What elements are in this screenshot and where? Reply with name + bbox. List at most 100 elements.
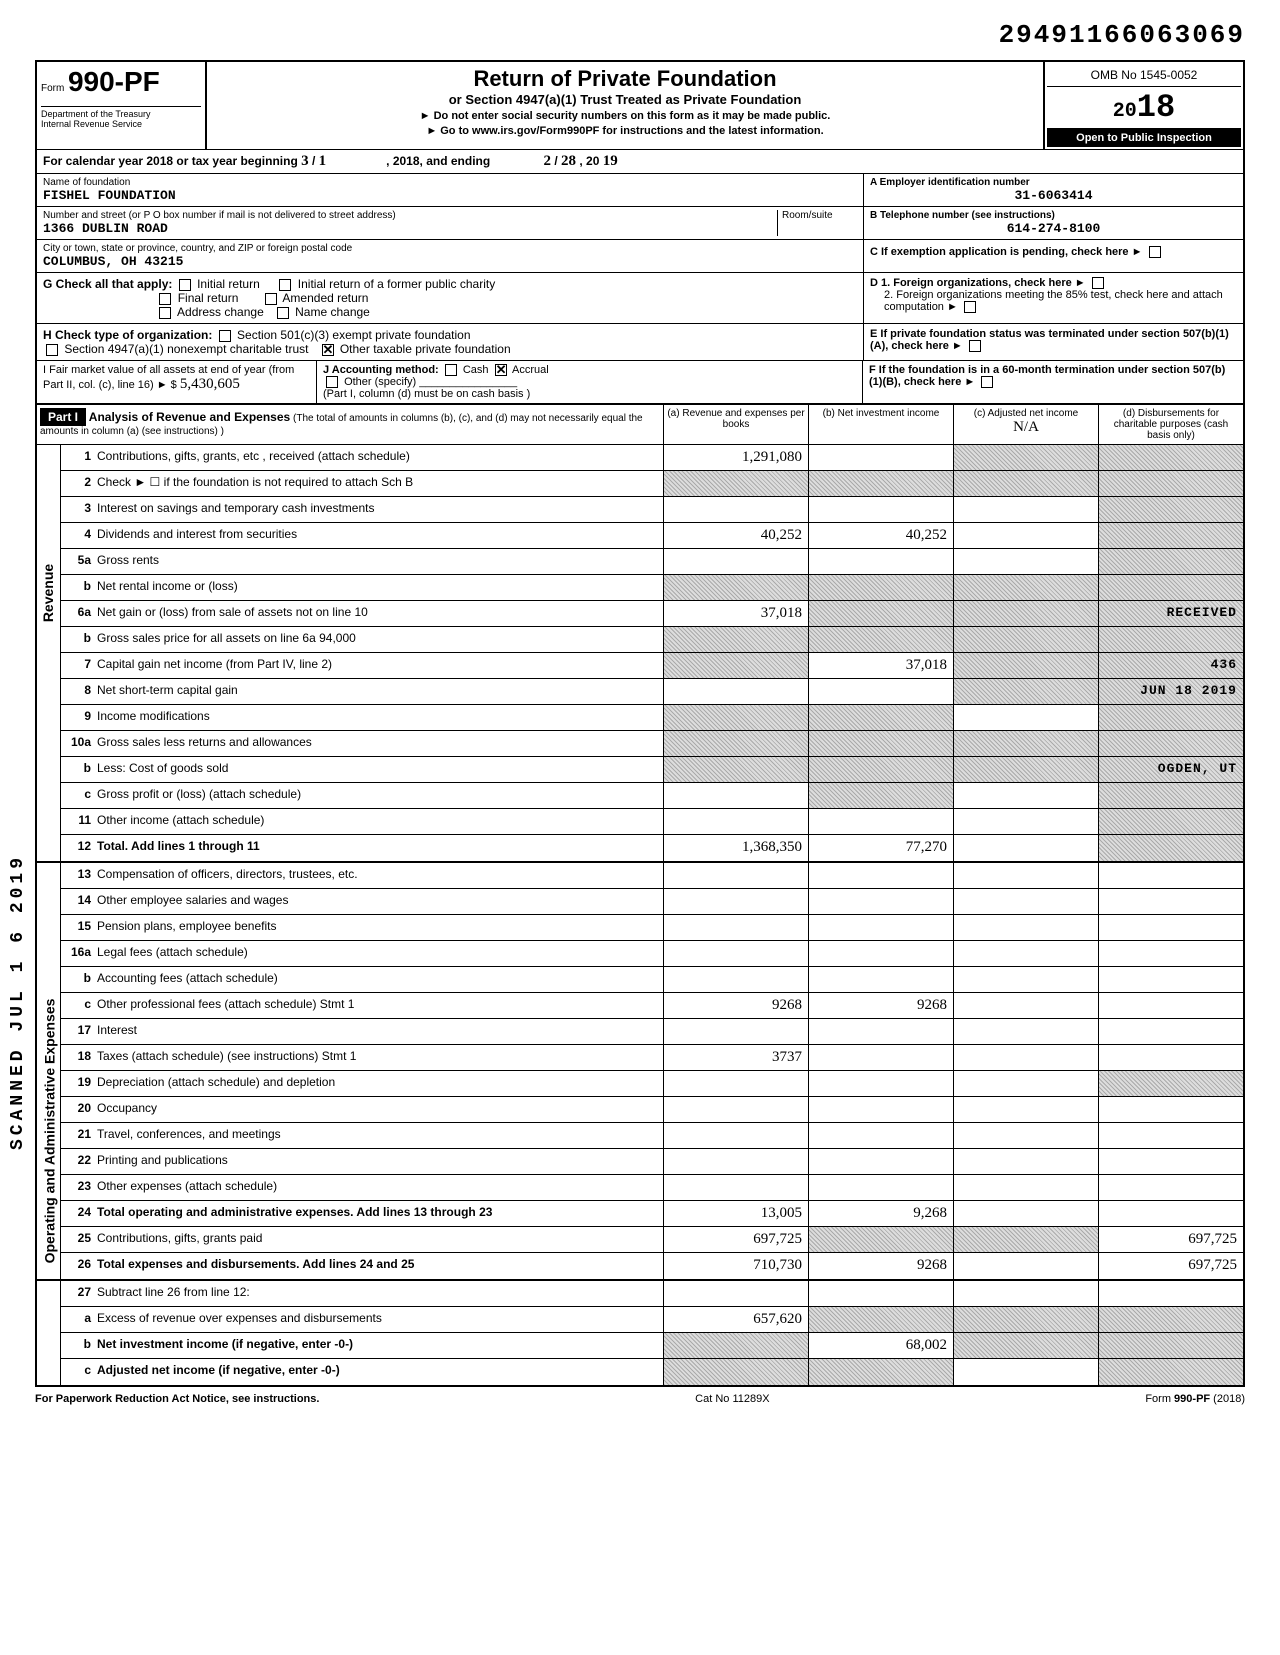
cell-c xyxy=(953,967,1098,992)
cell-a xyxy=(663,1333,808,1358)
table-row: 3Interest on savings and temporary cash … xyxy=(61,497,1243,523)
cell-c xyxy=(953,575,1098,600)
row-number: b xyxy=(61,757,95,782)
h-other-checkbox[interactable] xyxy=(322,344,334,356)
row-description: Excess of revenue over expenses and disb… xyxy=(95,1307,663,1332)
cell-d xyxy=(1098,1019,1243,1044)
row-number: 18 xyxy=(61,1045,95,1070)
cell-c xyxy=(953,1149,1098,1174)
d2-checkbox[interactable] xyxy=(964,301,976,313)
cell-c xyxy=(953,1123,1098,1148)
cell-b xyxy=(808,497,953,522)
c-checkbox[interactable] xyxy=(1149,246,1161,258)
instruction-ssn: ► Do not enter social security numbers o… xyxy=(215,110,1035,122)
cell-d xyxy=(1098,1175,1243,1200)
subtitle: or Section 4947(a)(1) Trust Treated as P… xyxy=(215,92,1035,107)
city-label: City or town, state or province, country… xyxy=(43,243,857,254)
fmv-value: 5,430,605 xyxy=(180,376,240,392)
expenses-side-label: Operating and Administrative Expenses xyxy=(41,999,57,1264)
row-number: c xyxy=(61,783,95,808)
row-description: Check ► ☐ if the foundation is not requi… xyxy=(95,471,663,496)
section-i-j-f: I Fair market value of all assets at end… xyxy=(35,361,1245,404)
row-number: 20 xyxy=(61,1097,95,1122)
table-row: 26Total expenses and disbursements. Add … xyxy=(61,1253,1243,1279)
bottom-section: 27Subtract line 26 from line 12:aExcess … xyxy=(35,1281,1245,1387)
cell-a xyxy=(663,1097,808,1122)
cell-b: 77,270 xyxy=(808,835,953,861)
row-description: Subtract line 26 from line 12: xyxy=(95,1281,663,1306)
table-row: 21Travel, conferences, and meetings xyxy=(61,1123,1243,1149)
cell-a xyxy=(663,757,808,782)
row-description: Net investment income (if negative, ente… xyxy=(95,1333,663,1358)
city-state-zip: COLUMBUS, OH 43215 xyxy=(43,254,857,269)
cell-c xyxy=(953,549,1098,574)
initial-former-checkbox[interactable] xyxy=(279,279,291,291)
section-g: G Check all that apply: Initial return I… xyxy=(35,273,1245,324)
cell-b xyxy=(808,731,953,756)
j-accrual-checkbox[interactable] xyxy=(495,364,507,376)
cell-b xyxy=(808,1307,953,1332)
cell-c xyxy=(953,1253,1098,1279)
cell-c xyxy=(953,731,1098,756)
table-row: 27Subtract line 26 from line 12: xyxy=(61,1281,1243,1307)
row-description: Printing and publications xyxy=(95,1149,663,1174)
final-return-checkbox[interactable] xyxy=(159,293,171,305)
h-501c3-checkbox[interactable] xyxy=(219,330,231,342)
section-h: H Check type of organization: Section 50… xyxy=(35,324,1245,361)
row-description: Other income (attach schedule) xyxy=(95,809,663,834)
d1-checkbox[interactable] xyxy=(1092,277,1104,289)
table-row: cOther professional fees (attach schedul… xyxy=(61,993,1243,1019)
cell-d xyxy=(1098,809,1243,834)
table-row: 2Check ► ☐ if the foundation is not requ… xyxy=(61,471,1243,497)
row-number: 1 xyxy=(61,445,95,470)
cell-a: 3737 xyxy=(663,1045,808,1070)
row-description: Adjusted net income (if negative, enter … xyxy=(95,1359,663,1385)
end-day: 28 xyxy=(561,153,576,169)
cell-d xyxy=(1098,993,1243,1018)
row-number: 10a xyxy=(61,731,95,756)
cell-a: 37,018 xyxy=(663,601,808,626)
cell-b xyxy=(808,967,953,992)
row-description: Occupancy xyxy=(95,1097,663,1122)
amended-return-checkbox[interactable] xyxy=(265,293,277,305)
name-label: Name of foundation xyxy=(43,177,857,188)
initial-return-checkbox[interactable] xyxy=(179,279,191,291)
table-row: 11Other income (attach schedule) xyxy=(61,809,1243,835)
cell-a xyxy=(663,653,808,678)
cell-a xyxy=(663,1359,808,1385)
cell-c xyxy=(953,1359,1098,1385)
name-change-checkbox[interactable] xyxy=(277,307,289,319)
table-row: 18Taxes (attach schedule) (see instructi… xyxy=(61,1045,1243,1071)
foundation-info: Name of foundation FISHEL FOUNDATION Num… xyxy=(35,174,1245,273)
address-change-checkbox[interactable] xyxy=(159,307,171,319)
table-row: 16aLegal fees (attach schedule) xyxy=(61,941,1243,967)
cell-d xyxy=(1098,1281,1243,1306)
cell-b xyxy=(808,445,953,470)
row-description: Gross sales less returns and allowances xyxy=(95,731,663,756)
j-cash-checkbox[interactable] xyxy=(445,364,457,376)
part1-header: Part I Analysis of Revenue and Expenses … xyxy=(35,404,1245,445)
cell-b xyxy=(808,705,953,730)
initial-former-label: Initial return of a former public charit… xyxy=(298,277,495,291)
table-row: 9Income modifications xyxy=(61,705,1243,731)
cell-c xyxy=(953,1097,1098,1122)
cell-b xyxy=(808,863,953,888)
cell-a xyxy=(663,1175,808,1200)
row-number: b xyxy=(61,1333,95,1358)
cell-b xyxy=(808,1149,953,1174)
h-4947-checkbox[interactable] xyxy=(46,344,58,356)
end-month: 2 xyxy=(544,153,552,169)
row-description: Net short-term capital gain xyxy=(95,679,663,704)
row-number: 8 xyxy=(61,679,95,704)
row-description: Gross profit or (loss) (attach schedule) xyxy=(95,783,663,808)
e-checkbox[interactable] xyxy=(969,340,981,352)
j-other-checkbox[interactable] xyxy=(326,376,338,388)
f-checkbox[interactable] xyxy=(981,376,993,388)
cell-b xyxy=(808,783,953,808)
row-number: 2 xyxy=(61,471,95,496)
row-description: Interest on savings and temporary cash i… xyxy=(95,497,663,522)
cell-d xyxy=(1098,1045,1243,1070)
row-number: 21 xyxy=(61,1123,95,1148)
cell-d: RECEIVED xyxy=(1098,601,1243,626)
dept-treasury: Department of the Treasury xyxy=(41,109,201,119)
